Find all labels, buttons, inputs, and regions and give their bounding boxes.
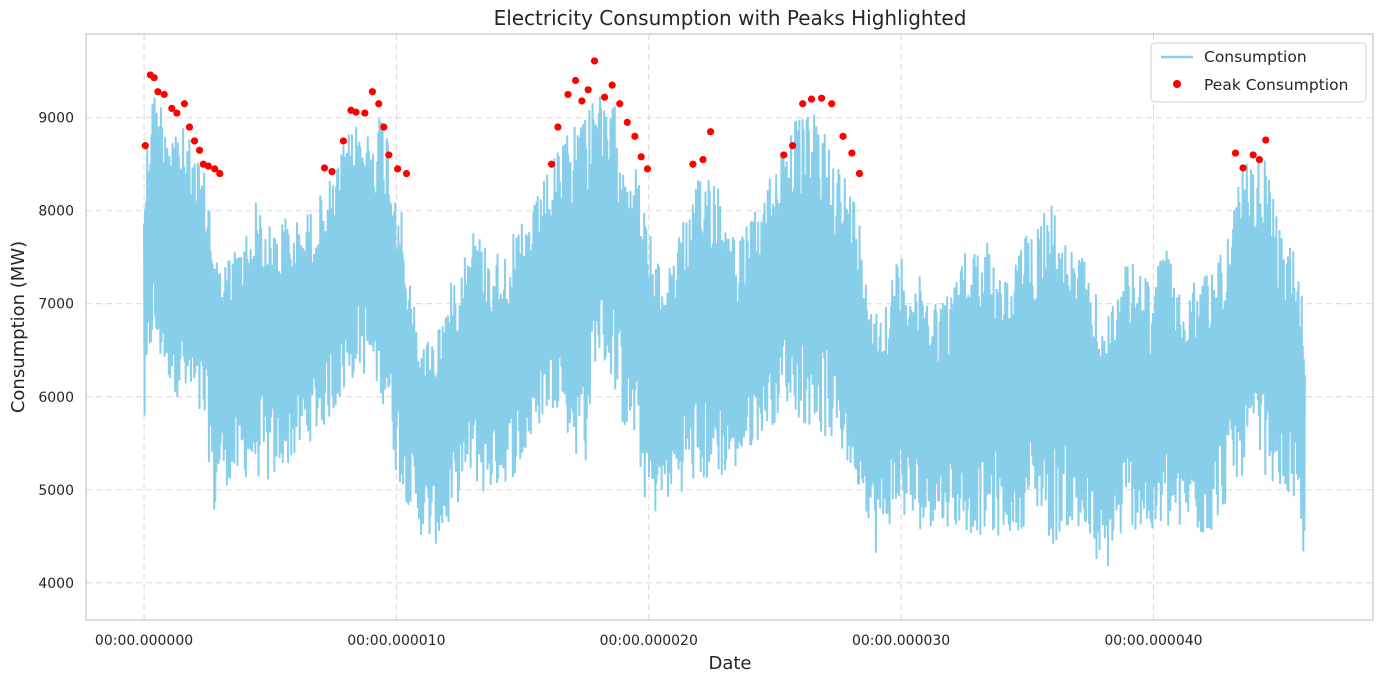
peak-point [185,123,194,131]
peak-point [216,169,224,178]
peak-point [328,168,336,176]
peak-point [361,109,369,117]
peak-point [380,123,388,131]
legend-dot-swatch [1173,80,1181,88]
y-tick-label: 5000 [38,483,74,499]
peak-point [855,169,864,178]
y-tick-label: 8000 [38,204,74,220]
peak-point [799,100,807,108]
peak-point [180,100,189,108]
y-tick-label: 4000 [38,576,74,592]
y-tick-label: 7000 [38,297,74,313]
tick-labels: 4000 5000 6000 7000 8000 9000 00:00.000000 00:0… [38,111,1202,649]
peak-point [780,151,788,159]
peak-point [160,90,168,99]
peak-point [571,76,580,85]
peak-markers [141,57,1270,178]
peak-point [578,97,586,105]
peak-point [195,146,204,154]
peak-point [150,74,158,82]
peak-point [368,88,377,96]
peak-point [168,104,176,113]
peak-point [584,86,592,94]
peak-point [689,160,697,168]
peak-point [600,93,609,101]
peak-point [1262,136,1270,144]
x-tick-label: 00:00.000030 [852,633,950,649]
peak-point [608,81,616,89]
x-tick-label: 00:00.000000 [95,633,193,649]
peak-point [154,88,162,96]
axes-frame [85,33,1374,621]
peak-point [141,142,149,150]
peak-point [848,149,856,157]
peak-point [807,95,816,103]
y-tick-label: 6000 [38,390,74,406]
peak-point [643,165,652,173]
peak-point [623,118,631,126]
peak-point [1239,164,1247,172]
peak-point [699,155,707,164]
peak-point [616,100,624,108]
plot-area [143,96,1306,567]
peak-point [788,142,797,150]
peak-point [204,162,212,170]
peak-point [564,90,572,99]
peak-point [173,109,181,117]
peak-point [352,108,360,116]
y-axis-label: Consumption (MW) [8,241,29,413]
peak-point [839,132,847,140]
peak-point [385,151,393,159]
peak-point [631,132,639,140]
legend-box [1150,42,1367,103]
peak-point [339,137,347,145]
peak-point [828,100,836,108]
peak-point [211,165,219,173]
peak-point [402,169,411,178]
peak-point [1231,149,1240,157]
x-tick-label: 00:00.000040 [1104,633,1202,649]
y-tick-label: 9000 [38,111,74,127]
series-consumption-line [143,96,1306,567]
peak-point [190,137,199,145]
peak-point [547,160,556,168]
peak-point [818,94,826,102]
peak-point [554,123,562,131]
legend-entry-peak: Peak Consumption [1204,76,1348,94]
peak-point [590,57,599,65]
legend-entry-consumption: Consumption [1204,48,1307,66]
x-axis-label: Date [708,653,751,674]
peak-point [1249,151,1257,159]
peak-point [375,100,383,108]
x-tick-label: 00:00.000020 [600,633,698,649]
legend: Consumption Peak Consumption [1150,42,1367,103]
peak-point [637,153,645,161]
peak-point [1255,155,1264,164]
peak-point [394,165,402,173]
peak-point [320,164,329,172]
chart-title: Electricity Consumption with Peaks Highl… [494,6,967,30]
peak-point [706,128,715,136]
x-tick-label: 00:00.000010 [347,633,445,649]
